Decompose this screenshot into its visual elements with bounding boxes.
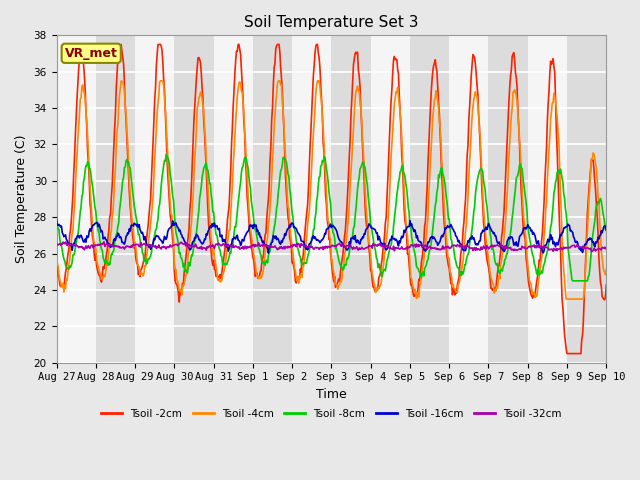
Bar [449,36,488,363]
Bar [488,36,528,363]
Text: VR_met: VR_met [65,47,118,60]
X-axis label: Time: Time [316,388,347,401]
Bar [567,36,606,363]
Bar [174,36,214,363]
Bar [253,36,292,363]
Bar [332,36,371,363]
Bar [606,36,640,363]
Bar [96,36,135,363]
Bar [214,36,253,363]
Title: Soil Temperature Set 3: Soil Temperature Set 3 [244,15,419,30]
Y-axis label: Soil Temperature (C): Soil Temperature (C) [15,135,28,263]
Bar [371,36,410,363]
Legend: Tsoil -2cm, Tsoil -4cm, Tsoil -8cm, Tsoil -16cm, Tsoil -32cm: Tsoil -2cm, Tsoil -4cm, Tsoil -8cm, Tsoi… [97,405,566,423]
Bar [528,36,567,363]
Bar [135,36,174,363]
Bar [292,36,332,363]
Bar [410,36,449,363]
Bar [56,36,96,363]
